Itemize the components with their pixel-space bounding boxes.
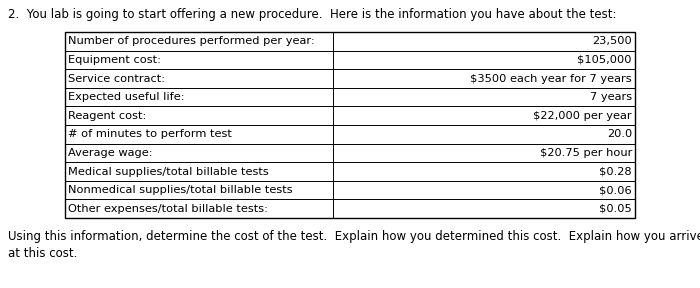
Text: Number of procedures performed per year:: Number of procedures performed per year:: [68, 36, 315, 46]
Text: $22,000 per year: $22,000 per year: [533, 111, 632, 121]
Text: $0.06: $0.06: [599, 185, 632, 195]
Text: 7 years: 7 years: [590, 92, 632, 102]
Text: Average wage:: Average wage:: [68, 148, 153, 158]
Text: Other expenses/total billable tests:: Other expenses/total billable tests:: [68, 204, 268, 214]
Text: Service contract:: Service contract:: [68, 73, 165, 84]
Text: $20.75 per hour: $20.75 per hour: [540, 148, 632, 158]
Text: Reagent cost:: Reagent cost:: [68, 111, 146, 121]
Text: Medical supplies/total billable tests: Medical supplies/total billable tests: [68, 166, 269, 177]
Text: $3500 each year for 7 years: $3500 each year for 7 years: [470, 73, 632, 84]
Text: Equipment cost:: Equipment cost:: [68, 55, 161, 65]
Text: 20.0: 20.0: [607, 129, 632, 139]
Text: # of minutes to perform test: # of minutes to perform test: [68, 129, 232, 139]
Text: $0.28: $0.28: [599, 166, 632, 177]
Text: $0.05: $0.05: [599, 204, 632, 214]
Text: Nonmedical supplies/total billable tests: Nonmedical supplies/total billable tests: [68, 185, 293, 195]
Text: Expected useful life:: Expected useful life:: [68, 92, 185, 102]
Text: 2.  You lab is going to start offering a new procedure.  Here is the information: 2. You lab is going to start offering a …: [8, 8, 617, 21]
Text: 23,500: 23,500: [592, 36, 632, 46]
Bar: [65, 32, 635, 218]
Text: Using this information, determine the cost of the test.  Explain how you determi: Using this information, determine the co…: [8, 230, 700, 260]
Text: $105,000: $105,000: [578, 55, 632, 65]
